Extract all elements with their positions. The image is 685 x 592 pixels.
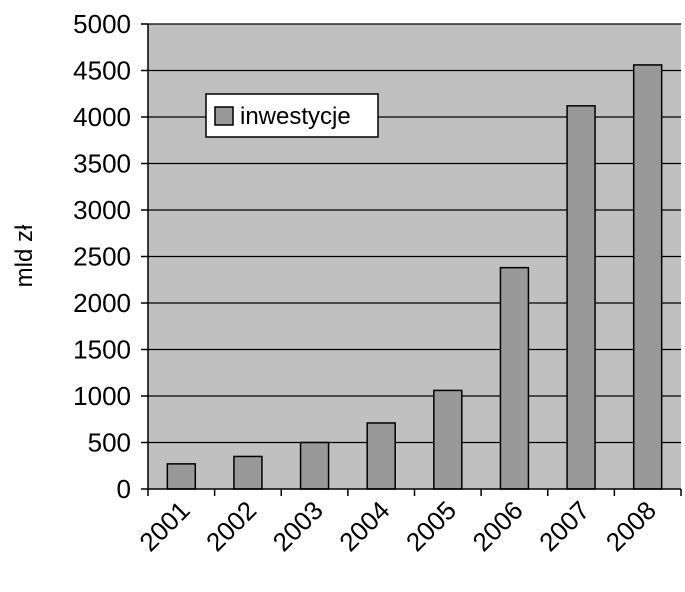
- y-tick-label: 0: [117, 474, 131, 504]
- x-tick-label: 2006: [467, 495, 529, 557]
- y-tick-label: 1500: [73, 335, 131, 365]
- y-tick-label: 3000: [73, 195, 131, 225]
- y-tick-label: 5000: [73, 9, 131, 39]
- y-tick-label: 3500: [73, 149, 131, 179]
- y-tick-label: 4000: [73, 102, 131, 132]
- x-tick-labels: 2001 2002 2003 2004 2005 2006 2007 2008: [133, 495, 661, 557]
- bar-2007: [566, 105, 596, 490]
- y-tick-label: 4500: [73, 56, 131, 86]
- axes: [141, 23, 682, 496]
- x-tick-label: 2008: [600, 495, 662, 557]
- x-tick-label: 2001: [133, 495, 195, 557]
- bar-2002: [233, 455, 263, 490]
- y-tick-label: 2500: [73, 242, 131, 272]
- x-tick-label: 2005: [400, 495, 462, 557]
- y-tick-label: 1000: [73, 381, 131, 411]
- x-tick-label: 2007: [533, 495, 595, 557]
- y-axis-label: mld zł: [11, 224, 38, 287]
- legend-swatch: [214, 106, 234, 126]
- legend-label: inwestycje: [240, 103, 351, 130]
- y-tick-labels: 0 500 1000 1500 2000 2500 3000 3500 4000 4500 5000: [73, 9, 131, 504]
- bar-2008: [632, 64, 663, 490]
- bar-2006: [499, 266, 530, 490]
- bar-2004: [366, 422, 396, 490]
- legend-box: [205, 93, 379, 138]
- x-tick-label: 2002: [200, 495, 262, 557]
- y-tick-label: 2000: [73, 288, 131, 318]
- legend: inwestycje: [205, 93, 379, 138]
- x-tick-label: 2003: [267, 495, 329, 557]
- bar-2001: [166, 463, 197, 490]
- bar-2003: [299, 441, 330, 490]
- x-tick-label: 2004: [333, 495, 395, 557]
- y-tick-label: 500: [88, 428, 131, 458]
- bar-2005: [433, 389, 463, 490]
